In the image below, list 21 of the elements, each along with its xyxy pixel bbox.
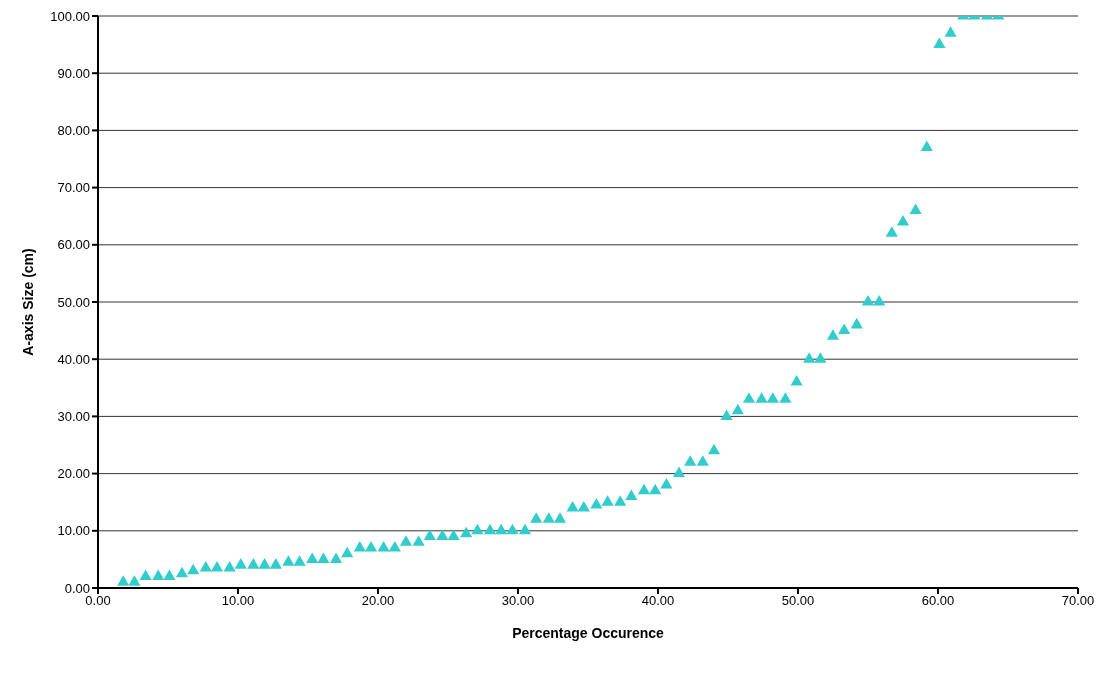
x-tick-label: 40.00	[641, 593, 675, 609]
y-tick-label: 20.00	[57, 466, 90, 482]
x-tick-label: 70.00	[1061, 593, 1095, 609]
y-tick-label: 40.00	[57, 351, 90, 367]
x-tick-label: 30.00	[501, 593, 535, 609]
y-tick-label: 60.00	[57, 237, 90, 253]
x-tick-label: 60.00	[921, 593, 955, 609]
x-tick-label: 10.00	[221, 593, 255, 609]
x-tick-label: 20.00	[361, 593, 395, 609]
x-tick-label: 0.00	[85, 593, 111, 609]
y-tick-label: 80.00	[57, 123, 90, 139]
y-tick-label: 10.00	[57, 523, 90, 539]
x-tick-label: 50.00	[781, 593, 815, 609]
y-tick-label: 0.00	[64, 580, 90, 596]
y-tick-label: 30.00	[57, 409, 90, 425]
y-tick-label: 70.00	[57, 180, 90, 196]
y-axis-title: A-axis Size (cm)	[19, 248, 36, 356]
y-tick-label: 50.00	[57, 294, 90, 310]
x-axis-title: Percentage Occurence	[512, 625, 665, 641]
y-tick-label: 100.00	[50, 8, 90, 24]
y-tick-label: 90.00	[57, 65, 90, 81]
